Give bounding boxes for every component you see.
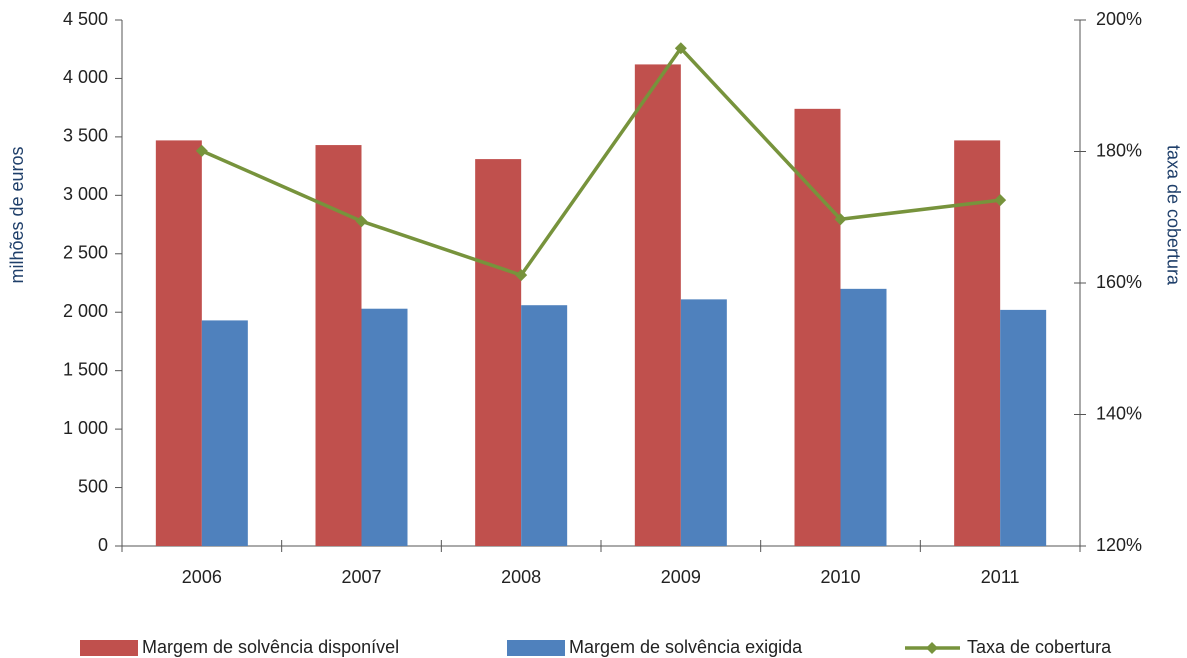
bar	[680, 299, 727, 546]
x-tick-label: 2011	[981, 567, 1020, 587]
x-tick-label: 2010	[820, 567, 860, 587]
y2-tick-label: 180%	[1096, 140, 1142, 160]
bar	[361, 308, 408, 546]
legend-swatch	[80, 640, 138, 656]
y2-tick-label: 160%	[1096, 272, 1142, 292]
bar	[475, 159, 522, 546]
y-tick-label: 1 500	[63, 359, 108, 379]
x-tick-label: 2007	[341, 567, 381, 587]
y-tick-label: 0	[98, 535, 108, 555]
bar	[840, 288, 887, 546]
line-marker	[834, 213, 847, 226]
y-tick-label: 4 000	[63, 67, 108, 87]
line-marker	[674, 42, 687, 55]
bar	[155, 140, 202, 546]
y2-tick-label: 140%	[1096, 403, 1142, 423]
y2-tick-label: 200%	[1096, 9, 1142, 29]
x-tick-label: 2006	[182, 567, 222, 587]
legend-label: Margem de solvência disponível	[142, 637, 399, 657]
legend-swatch	[926, 642, 938, 654]
y-tick-label: 500	[78, 476, 108, 496]
bar	[794, 108, 841, 546]
legend-swatch	[507, 640, 565, 656]
y-tick-label: 2 500	[63, 243, 108, 263]
x-tick-label: 2008	[501, 567, 541, 587]
y-tick-label: 3 500	[63, 126, 108, 146]
y-tick-label: 3 000	[63, 184, 108, 204]
y2-axis-title: taxa de cobertura	[1163, 145, 1183, 286]
x-tick-label: 2009	[661, 567, 701, 587]
line-marker	[994, 194, 1007, 207]
bar	[201, 320, 248, 546]
y2-tick-label: 120%	[1096, 535, 1142, 555]
line-marker	[195, 144, 208, 157]
line	[201, 45, 1001, 278]
y-axis-title: milhões de euros	[7, 146, 27, 283]
bar	[1000, 309, 1047, 546]
line-marker	[515, 269, 528, 282]
legend-label: Margem de solvência exigida	[569, 637, 803, 657]
bar	[954, 140, 1001, 546]
y-tick-label: 1 000	[63, 418, 108, 438]
bar	[634, 64, 681, 546]
line-marker	[355, 215, 368, 228]
bar	[521, 305, 568, 546]
y-tick-label: 4 500	[63, 9, 108, 29]
y-tick-label: 2 000	[63, 301, 108, 321]
legend-label: Taxa de cobertura	[967, 637, 1112, 657]
